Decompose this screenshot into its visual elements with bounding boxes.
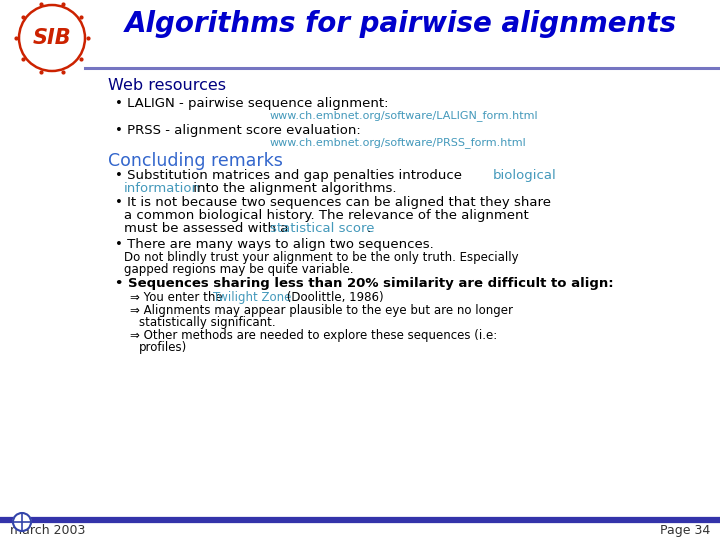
Circle shape [19, 5, 85, 71]
Text: • There are many ways to align two sequences.: • There are many ways to align two seque… [115, 238, 433, 251]
Text: • PRSS - alignment score evaluation:: • PRSS - alignment score evaluation: [115, 124, 361, 137]
Text: Algorithms for pairwise alignments: Algorithms for pairwise alignments [125, 10, 677, 38]
Text: .: . [367, 222, 371, 235]
Text: Concluding remarks: Concluding remarks [108, 152, 283, 170]
Text: ⇒ You enter the: ⇒ You enter the [130, 291, 226, 304]
Text: biological: biological [493, 169, 557, 182]
Text: Web resources: Web resources [108, 78, 226, 93]
Text: must be assessed with a: must be assessed with a [124, 222, 292, 235]
Text: statistical score: statistical score [270, 222, 374, 235]
Text: www.ch.embnet.org/software/PRSS_form.html: www.ch.embnet.org/software/PRSS_form.htm… [270, 137, 527, 148]
Text: profiles): profiles) [139, 341, 187, 354]
Text: information: information [124, 182, 201, 195]
Text: www.ch.embnet.org/software/LALIGN_form.html: www.ch.embnet.org/software/LALIGN_form.h… [270, 110, 539, 121]
Text: • Sequences sharing less than 20% similarity are difficult to align:: • Sequences sharing less than 20% simila… [115, 277, 613, 290]
Text: into the alignment algorithms.: into the alignment algorithms. [189, 182, 397, 195]
Text: ⇒ Other methods are needed to explore these sequences (i.e:: ⇒ Other methods are needed to explore th… [130, 329, 498, 342]
Text: a common biological history. The relevance of the alignment: a common biological history. The relevan… [124, 209, 528, 222]
Text: gapped regions may be quite variable.: gapped regions may be quite variable. [124, 263, 354, 276]
Circle shape [13, 513, 31, 531]
Text: • LALIGN - pairwise sequence alignment:: • LALIGN - pairwise sequence alignment: [115, 97, 389, 110]
Text: • It is not because two sequences can be aligned that they share: • It is not because two sequences can be… [115, 196, 551, 209]
Text: Page 34: Page 34 [660, 524, 710, 537]
Text: march 2003: march 2003 [10, 524, 86, 537]
Text: SIB: SIB [32, 28, 71, 48]
Text: Do not blindly trust your alignment to be the only truth. Especially: Do not blindly trust your alignment to b… [124, 251, 518, 264]
Text: Twilight Zone: Twilight Zone [213, 291, 292, 304]
Text: ⇒ Alignments may appear plausible to the eye but are no longer: ⇒ Alignments may appear plausible to the… [130, 304, 513, 317]
Text: • Substitution matrices and gap penalties introduce: • Substitution matrices and gap penaltie… [115, 169, 467, 182]
Text: statistically significant.: statistically significant. [139, 316, 276, 329]
Text: (Doolittle, 1986): (Doolittle, 1986) [283, 291, 384, 304]
